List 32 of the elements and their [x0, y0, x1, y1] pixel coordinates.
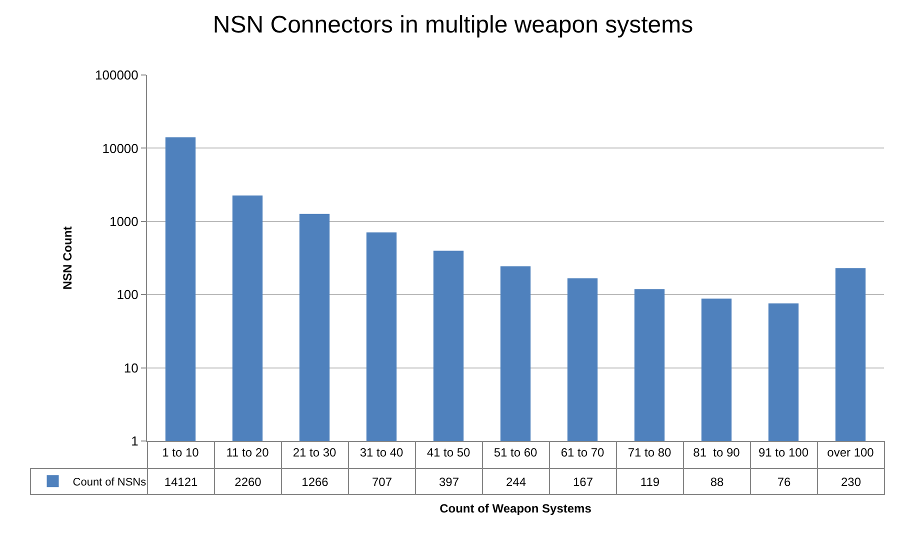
chart-title: NSN Connectors in multiple weapon systems: [212, 12, 694, 39]
y-tick-label: 100000: [95, 68, 138, 83]
y-tick-label: 1000: [109, 214, 138, 229]
y-tick-label: 10: [124, 360, 138, 376]
data-label: 76: [750, 468, 818, 496]
y-tick-label: 1: [131, 434, 138, 449]
y-tick-label: 100: [116, 287, 138, 302]
x-tick-label: 1 to 10: [162, 445, 200, 460]
data-label: 119: [616, 468, 684, 496]
legend-label: Count of NSNs: [72, 476, 147, 488]
y-tick-label: 10000: [102, 140, 138, 156]
data-label: 397: [415, 468, 483, 496]
x-tick-label: 61 to 70: [560, 445, 605, 460]
x-tick-label: 21 to 30: [292, 445, 337, 460]
x-tick-label: 91 to 100: [758, 445, 809, 460]
y-axis-title: NSN Count: [60, 226, 74, 290]
data-label: 2260: [214, 468, 282, 496]
x-tick-label: 41 to 50: [426, 445, 471, 460]
data-label: 1266: [281, 468, 349, 496]
data-label: 244: [482, 468, 550, 496]
data-label: 14121: [147, 468, 215, 496]
x-tick-label: 31 to 40: [360, 445, 404, 460]
data-label: 707: [348, 468, 416, 496]
x-axis-title: Count of Weapon Systems: [440, 501, 592, 516]
x-tick-label: 71 to 80: [628, 445, 672, 460]
data-label: 88: [683, 468, 751, 496]
x-tick-label: over 100: [827, 445, 874, 460]
data-label: 230: [817, 468, 885, 496]
x-tick-label: 81 to 90: [693, 445, 740, 460]
x-tick-label: 51 to 60: [494, 445, 538, 460]
x-tick-label: 11 to 20: [226, 445, 270, 460]
data-label: 167: [549, 468, 617, 496]
